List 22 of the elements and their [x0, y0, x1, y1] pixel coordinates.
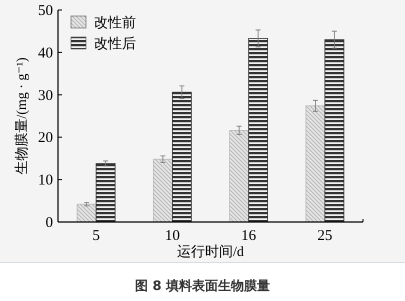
x-tick-label: 5	[92, 228, 100, 244]
legend-label: 改性后	[94, 36, 136, 52]
caption: 图 8 填料表面生物膜量	[134, 279, 270, 294]
x-axis-title: 运行时间/d	[177, 244, 244, 260]
y-tick-label: 20	[38, 130, 53, 146]
bar	[305, 105, 326, 222]
x-tick-label: 16	[241, 228, 257, 244]
legend-label: 改性前	[94, 15, 136, 31]
y-tick-label: 40	[38, 45, 53, 62]
y-tick-label: 10	[38, 172, 53, 189]
x-tick-label: 10	[164, 228, 180, 244]
bar	[324, 39, 344, 222]
bar	[172, 92, 192, 222]
bar	[248, 38, 268, 222]
bar	[152, 158, 173, 222]
bar	[96, 163, 116, 222]
x-tick-label: 25	[317, 228, 332, 244]
y-tick-label: 50	[38, 3, 53, 19]
y-tick-label: 30	[38, 88, 53, 104]
y-tick-label: 0	[46, 215, 53, 231]
y-axis-title: 生物膜量/(mg · g⁻¹)	[14, 56, 30, 175]
bar	[229, 130, 250, 222]
